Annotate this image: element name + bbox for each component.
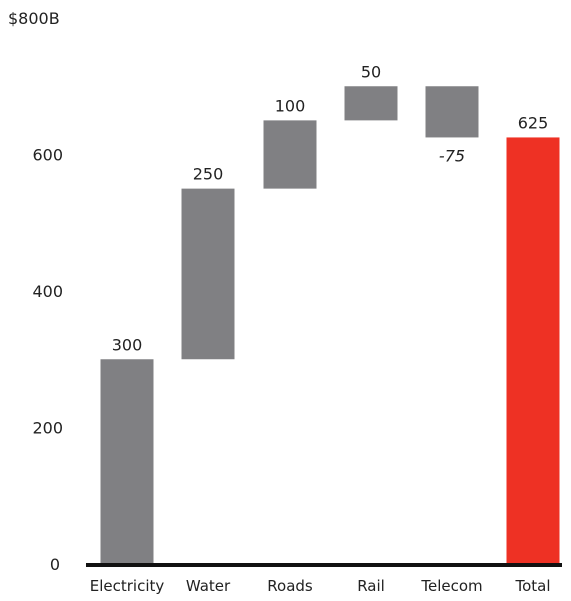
bar-total (506, 137, 560, 564)
bar-water (181, 188, 235, 360)
y-tick-label: 600 (32, 146, 63, 165)
x-tick-label: Electricity (90, 577, 165, 595)
y-tick-label: 400 (32, 282, 63, 301)
bar-roads (263, 120, 317, 189)
bar-telecom (425, 86, 479, 138)
x-tick-label: Rail (357, 577, 385, 595)
bar-electricity (100, 359, 154, 564)
y-tick-label: 200 (32, 419, 63, 438)
bar-rail (344, 86, 398, 121)
data-label: -75 (439, 146, 465, 165)
data-label: 50 (361, 62, 381, 81)
x-tick-label: Telecom (420, 577, 482, 595)
data-label: 625 (518, 113, 549, 132)
x-tick-label: Water (186, 577, 231, 595)
y-tick-label: $800B (8, 9, 60, 28)
data-label: 250 (193, 165, 224, 184)
data-label: 300 (112, 335, 143, 354)
x-tick-label: Total (514, 577, 550, 595)
x-tick-label: Roads (267, 577, 313, 595)
y-tick-label: 0 (50, 555, 60, 574)
data-label: 100 (275, 96, 306, 115)
